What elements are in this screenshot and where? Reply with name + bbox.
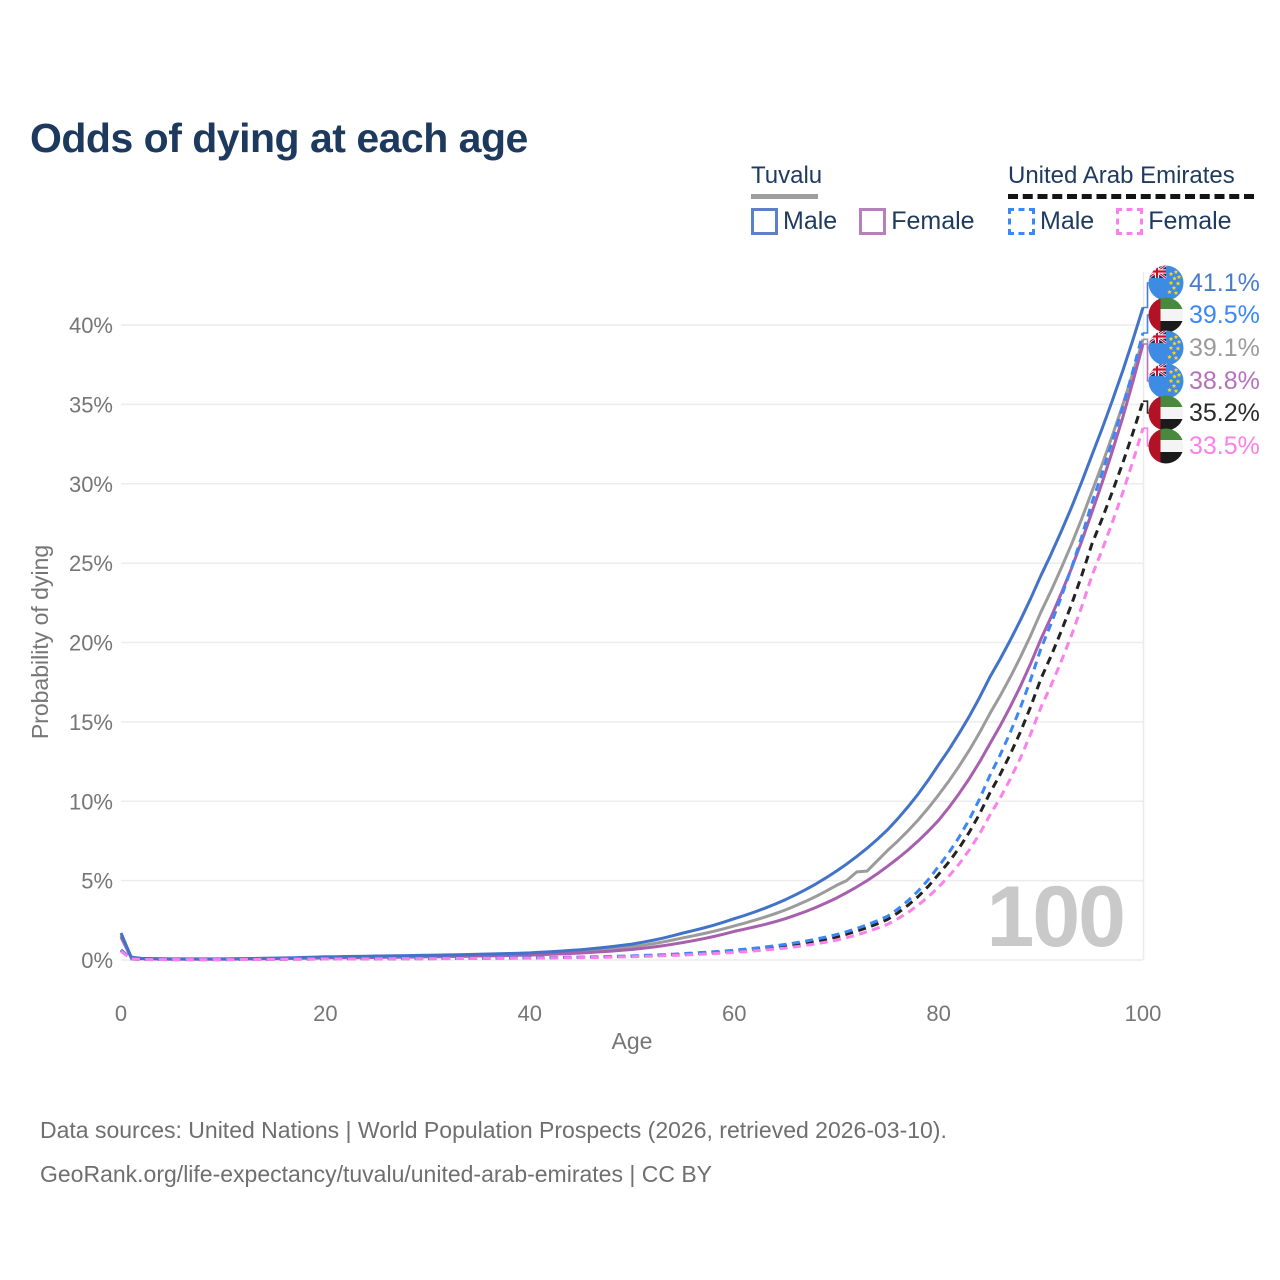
uae-female-swatch[interactable] [1116,208,1144,235]
chart-title: Odds of dying at each age [30,115,528,162]
y-tick-label: 20% [69,631,113,656]
x-axis-title: Age [612,1028,653,1054]
tuvalu-flag-icon [1148,330,1184,366]
end-label-uae-male: 39.5% [1148,297,1260,333]
end-label-uae-both: 35.2% [1148,395,1260,431]
x-tick-label: 80 [926,1001,950,1026]
end-label-value: 39.1% [1189,333,1260,362]
y-tick-label: 15% [69,710,113,735]
y-tick-label: 10% [69,789,113,814]
age-counter-watermark: 100 [987,869,1125,965]
y-tick-label: 35% [69,392,113,417]
uae-male-swatch[interactable] [1008,208,1035,235]
x-tick-label: 40 [518,1001,542,1026]
tuvalu-female-swatch[interactable] [859,208,887,235]
tuvalu-solid-line-swatch [751,194,818,199]
x-tick-label: 60 [722,1001,746,1026]
legend-item-tuvalu-female[interactable]: Female [859,207,975,236]
uae-flag-icon [1148,428,1184,464]
legend-item-label: Female [1148,207,1232,235]
end-label-tuvalu-both: 39.1% [1148,330,1260,366]
y-axis-title: Probability of dying [27,545,53,739]
end-label-value: 35.2% [1189,398,1260,427]
legend-group-tuvalu: Tuvalu Male Female [751,162,997,236]
legend-item-uae-male[interactable]: Male [1008,207,1094,236]
series-line-tuvalu-female[interactable] [119,343,1145,961]
end-label-value: 33.5% [1189,431,1260,460]
uae-flag-icon [1148,395,1184,431]
footer-line-sources: Data sources: United Nations | World Pop… [40,1117,947,1143]
tuvalu-flag-icon [1148,363,1184,399]
legend-group-uae-name[interactable]: United Arab Emirates [1008,162,1235,189]
uae-dashed-line-swatch [1008,194,1254,199]
legend-item-label: Female [891,207,975,235]
end-label-tuvalu-male: 41.1% [1148,265,1260,301]
legend-item-uae-female[interactable]: Female [1116,207,1232,236]
data-sources-footer: Data sources: United Nations | World Pop… [40,1108,947,1196]
x-tick-label: 20 [313,1001,337,1026]
series-line-tuvalu-male[interactable] [119,307,1145,961]
legend-item-label: Male [783,207,838,235]
end-label-value: 41.1% [1189,268,1260,297]
series-line-uae-male[interactable] [119,332,1145,961]
legend-group-tuvalu-name[interactable]: Tuvalu [751,162,823,189]
legend-item-label: Male [1040,207,1095,235]
y-tick-label: 0% [81,948,113,973]
end-label-value: 39.5% [1189,300,1260,329]
y-tick-label: 40% [69,313,113,338]
tuvalu-male-swatch[interactable] [751,208,778,235]
x-tick-label: 100 [1125,1001,1162,1026]
end-label-tuvalu-female: 38.8% [1148,363,1260,399]
y-tick-label: 25% [69,551,113,576]
footer-line-attribution[interactable]: GeoRank.org/life-expectancy/tuvalu/unite… [40,1161,713,1187]
legend-group-uae: United Arab Emirates Male Female [1008,162,1254,236]
end-label-uae-female: 33.5% [1148,428,1260,464]
end-label-value: 38.8% [1189,366,1260,395]
series-line-tuvalu-both[interactable] [119,338,1145,961]
legend-item-tuvalu-male[interactable]: Male [751,207,837,236]
x-tick-label: 0 [115,1001,127,1026]
y-tick-label: 5% [81,869,113,894]
uae-flag-icon [1148,297,1184,333]
chart-canvas: 0% 5% 10% 15% 20% 25% 30% 35% 40% 0 20 40 60 80 100 Age… [27,272,1162,1054]
y-tick-label: 30% [69,472,113,497]
series-line-uae-female[interactable] [120,427,1145,962]
tuvalu-flag-icon [1148,265,1184,301]
